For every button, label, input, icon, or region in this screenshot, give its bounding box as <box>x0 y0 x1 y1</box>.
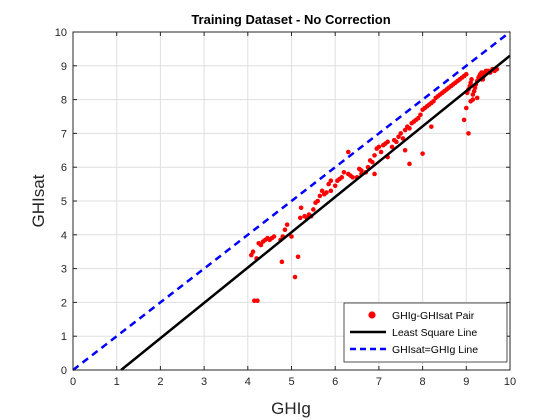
data-point <box>400 136 406 141</box>
data-point <box>328 188 334 194</box>
data-point <box>295 254 301 260</box>
x-tick-label: 6 <box>332 376 338 388</box>
legend: GHIg-GHIsat Pair Least Square Line GHIsa… <box>343 302 508 363</box>
ticks <box>72 31 511 371</box>
legend-label-fit-line: Least Square Line <box>392 327 477 339</box>
data-point <box>350 175 355 180</box>
data-point <box>466 131 471 136</box>
data-point <box>372 171 377 177</box>
y-axis-label: GHIsat <box>29 174 48 227</box>
y-tick-label: 7 <box>61 128 67 140</box>
data-point <box>415 115 421 121</box>
legend-label-identity-line: GHIsat=GHIg Line <box>392 344 478 356</box>
data-point <box>418 112 423 118</box>
data-point <box>339 175 345 180</box>
y-tick-label: 8 <box>61 95 67 107</box>
y-tick-label: 3 <box>61 264 67 276</box>
data-point <box>431 98 436 104</box>
data-point <box>284 222 290 227</box>
x-tick-label: 3 <box>201 376 207 388</box>
data-point <box>464 105 469 111</box>
y-tick-label: 6 <box>61 162 67 174</box>
data-point <box>271 234 277 239</box>
data-point <box>341 169 347 175</box>
data-point <box>324 190 329 195</box>
y-tick-label: 4 <box>61 230 67 242</box>
x-axis-label: GHIg <box>271 399 311 418</box>
y-tick-label: 0 <box>61 365 67 377</box>
data-point <box>402 127 408 133</box>
legend-marker-points <box>368 311 376 319</box>
data-point <box>292 274 298 280</box>
x-tick-label: 10 <box>504 376 516 388</box>
data-point <box>461 117 467 123</box>
data-point <box>311 207 316 212</box>
data-point <box>468 98 473 104</box>
data-point <box>376 144 382 150</box>
y-tick-label: 2 <box>61 297 67 309</box>
y-tick-label: 5 <box>61 196 67 208</box>
least-square-line <box>120 54 511 371</box>
x-tick-label: 0 <box>70 376 76 388</box>
data-point <box>378 149 384 155</box>
data-point <box>328 178 334 184</box>
data-point <box>319 188 325 194</box>
data-point <box>359 168 364 173</box>
data-point <box>469 77 474 82</box>
x-tick-label: 2 <box>157 376 163 388</box>
data-point <box>407 126 412 131</box>
x-tick-label: 5 <box>288 376 294 388</box>
data-point <box>317 193 323 199</box>
data-point <box>470 92 476 97</box>
data-point <box>396 134 401 140</box>
y-tick-label: 10 <box>55 27 67 39</box>
x-tick-label: 9 <box>463 376 469 388</box>
data-point <box>385 139 390 145</box>
data-point <box>332 183 338 189</box>
data-point <box>289 234 294 239</box>
data-point <box>474 95 480 101</box>
data-point <box>315 198 321 204</box>
data-point <box>402 148 408 153</box>
x-tick-label: 1 <box>114 376 120 388</box>
chart-title: Training Dataset - No Correction <box>191 12 390 27</box>
data-point <box>370 159 375 165</box>
x-tick-labels: 0 1 2 3 4 5 6 7 8 9 10 <box>70 376 516 388</box>
data-point <box>326 181 331 187</box>
x-tick-label: 7 <box>376 376 382 388</box>
data-point <box>346 149 351 155</box>
data-point <box>394 139 399 145</box>
data-point <box>429 124 434 129</box>
y-tick-label: 9 <box>61 61 67 73</box>
x-tick-label: 4 <box>245 376 251 388</box>
identity-line <box>72 31 511 371</box>
data-point <box>420 151 425 156</box>
data-point <box>297 215 303 221</box>
data-point <box>398 131 404 136</box>
data-point <box>279 259 285 265</box>
data-point <box>298 205 304 211</box>
x-tick-label: 8 <box>420 376 426 388</box>
data-point <box>372 153 377 158</box>
data-point <box>256 240 262 246</box>
data-point <box>248 252 254 258</box>
y-tick-labels: 0 1 2 3 4 5 6 7 8 9 10 <box>55 27 67 377</box>
data-point <box>255 298 260 304</box>
data-point <box>407 161 412 167</box>
data-point <box>282 227 288 233</box>
data-point <box>389 144 395 150</box>
legend-label-points: GHIg-GHIsat Pair <box>392 310 475 322</box>
data-point <box>250 249 256 254</box>
data-point <box>464 71 469 77</box>
y-tick-label: 1 <box>61 331 67 343</box>
series-layer <box>72 31 511 371</box>
